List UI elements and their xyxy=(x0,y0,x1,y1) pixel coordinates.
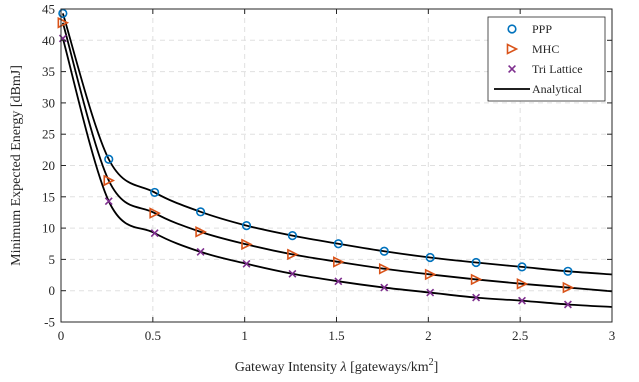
x-axis-label: Gateway Intensity λ [gateways/km2] xyxy=(235,357,439,375)
data-point xyxy=(471,257,481,268)
legend-box xyxy=(487,16,606,102)
grid xyxy=(61,9,612,322)
legend-marker xyxy=(507,24,517,34)
data-point xyxy=(424,268,437,281)
x-tick-label: 1 xyxy=(241,328,248,343)
axis-ticks xyxy=(60,8,613,323)
data-point xyxy=(149,207,161,219)
data-point xyxy=(150,229,159,238)
data-point xyxy=(57,16,70,29)
data-point xyxy=(378,262,391,275)
y-tick-label: 5 xyxy=(49,252,56,267)
data-point xyxy=(104,197,113,206)
y-tick-label: 25 xyxy=(42,127,55,142)
x-axis-label-units-close: ] xyxy=(434,360,439,375)
legend-label: Tri Lattice xyxy=(532,62,583,76)
data-point xyxy=(287,231,298,241)
data-point xyxy=(150,187,160,198)
legend-marker xyxy=(508,65,516,73)
legend-label: Analytical xyxy=(532,82,583,96)
data-point xyxy=(103,174,116,187)
y-tick-label: 20 xyxy=(42,158,55,173)
data-point xyxy=(563,266,573,276)
legend-entry: Tri Lattice xyxy=(508,62,583,76)
x-tick-label: 2.5 xyxy=(512,328,528,343)
data-point xyxy=(196,247,205,256)
data-point xyxy=(104,154,114,164)
data-point xyxy=(470,273,483,286)
y-tick-label: 0 xyxy=(49,283,56,298)
data-point xyxy=(379,246,389,256)
data-point xyxy=(241,220,252,231)
data-point xyxy=(195,226,207,238)
y-tick-label: -5 xyxy=(44,315,55,330)
data-point xyxy=(472,293,481,302)
legend-items: PPP MHC Tri Lattice Analytical xyxy=(494,22,583,96)
legend-entry: MHC xyxy=(506,42,559,56)
data-point xyxy=(333,239,343,249)
x-axis-label-units: [gateways/km xyxy=(350,360,429,375)
y-tick-label: 30 xyxy=(42,95,55,110)
legend-label: MHC xyxy=(532,42,559,56)
data-point xyxy=(563,300,572,309)
data-point xyxy=(380,283,389,292)
data-point xyxy=(287,248,299,261)
data-point xyxy=(562,281,575,294)
analytical-curve-2 xyxy=(61,22,612,293)
y-tick-label: 45 xyxy=(42,2,55,17)
analytical-curve-1 xyxy=(61,13,612,276)
x-tick-labels: 0 0.5 1 1.5 2 2.5 3 xyxy=(58,328,616,343)
data-point xyxy=(288,269,297,278)
legend-entry: Analytical xyxy=(494,82,583,96)
x-tick-label: 0 xyxy=(58,328,65,343)
data-point xyxy=(241,238,253,251)
data-point xyxy=(58,8,68,18)
legend-entry: PPP xyxy=(507,22,552,36)
y-tick-labels: -5 0 5 10 15 20 25 30 35 40 45 xyxy=(42,2,55,330)
legend-marker xyxy=(506,43,519,55)
data-point xyxy=(425,252,435,263)
y-tick-label: 10 xyxy=(42,221,55,236)
x-tick-label: 1.5 xyxy=(328,328,344,343)
x-axis-label-text: Gateway Intensity xyxy=(235,360,337,375)
data-point xyxy=(242,259,251,268)
series-mhc xyxy=(57,16,575,294)
data-point xyxy=(518,296,526,305)
x-axis-label-units-sup: 2 xyxy=(429,357,434,368)
y-tick-label: 15 xyxy=(42,189,55,204)
data-point xyxy=(195,207,206,217)
x-tick-label: 3 xyxy=(609,328,616,343)
y-axis-label: Minimum Expected Energy [dBmJ] xyxy=(9,65,24,266)
x-tick-label: 0.5 xyxy=(145,328,161,343)
data-point xyxy=(334,277,343,286)
data-point xyxy=(426,288,435,297)
series-ppp xyxy=(58,8,573,276)
data-point xyxy=(516,278,529,290)
y-tick-label: 35 xyxy=(42,64,55,79)
x-axis-label-symbol: λ xyxy=(339,360,346,375)
data-point xyxy=(333,256,345,268)
legend: PPP MHC Tri Lattice Analytical xyxy=(487,16,606,102)
data-point xyxy=(517,262,527,272)
x-tick-label: 2 xyxy=(425,328,432,343)
y-tick-label: 40 xyxy=(42,33,55,48)
legend-label: PPP xyxy=(532,22,552,36)
